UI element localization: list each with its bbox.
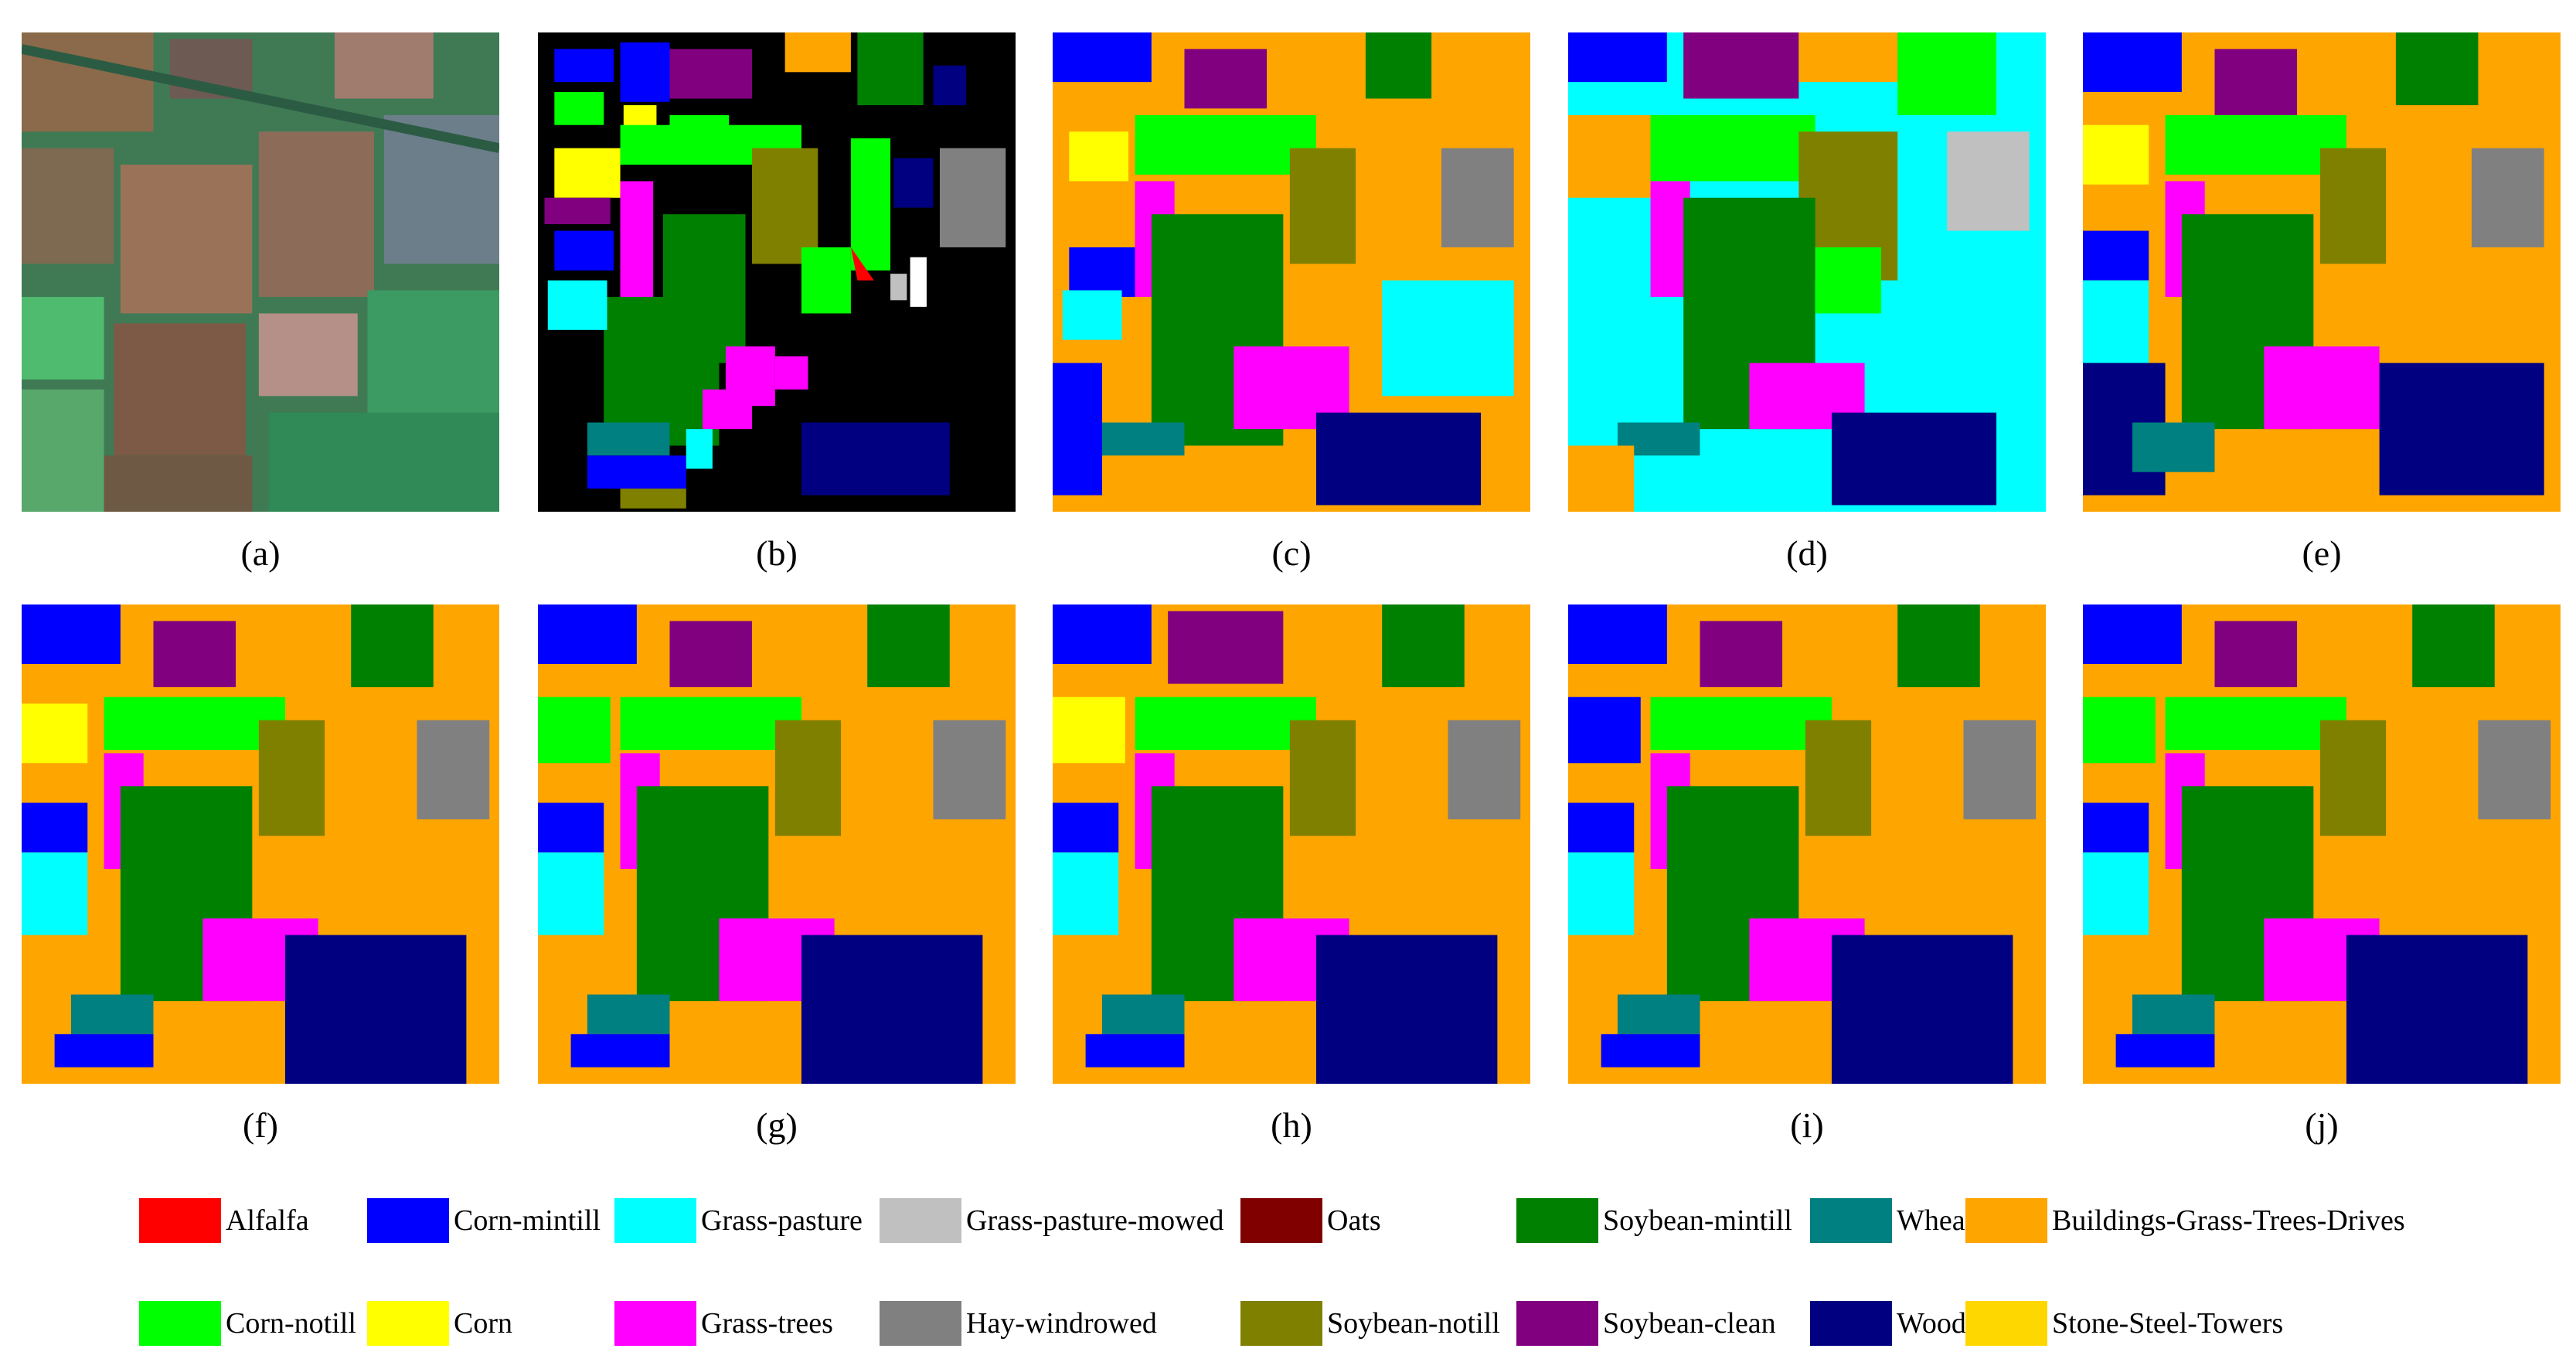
legend-item-corn-mintill: Corn-mintill bbox=[367, 1196, 601, 1245]
legend-item-buildings-grass-trees-drives: Buildings-Grass-Trees-Drives bbox=[1965, 1196, 2405, 1245]
legend-item-wheat: Wheat bbox=[1810, 1196, 1973, 1245]
panel-g-classification-map bbox=[538, 604, 1016, 1084]
legend-swatch bbox=[614, 1198, 696, 1243]
legend-label: Soybean-mintill bbox=[1603, 1204, 1792, 1237]
legend-label: Grass-pasture-mowed bbox=[966, 1204, 1224, 1237]
caption-d: (d) bbox=[1786, 533, 1828, 573]
classification-map-g bbox=[538, 604, 1016, 1084]
legend-swatch bbox=[880, 1301, 961, 1346]
legend-swatch bbox=[1965, 1301, 2047, 1346]
legend-label: Hay-windrowed bbox=[966, 1307, 1157, 1340]
legend-label: Soybean-clean bbox=[1603, 1307, 1776, 1340]
caption-i: (i) bbox=[1790, 1105, 1824, 1145]
legend-swatch bbox=[139, 1198, 221, 1243]
classification-map-i bbox=[1568, 604, 2046, 1084]
panel-j-classification-map bbox=[2083, 604, 2561, 1084]
legend-label: Corn bbox=[454, 1307, 512, 1340]
legend-item-alfalfa: Alfalfa bbox=[139, 1196, 309, 1245]
legend-swatch bbox=[1240, 1198, 1322, 1243]
legend-label: Buildings-Grass-Trees-Drives bbox=[2052, 1204, 2405, 1237]
legend-label: Corn-mintill bbox=[454, 1204, 601, 1237]
classification-map-f bbox=[22, 604, 499, 1084]
legend-item-corn-notill: Corn-notill bbox=[139, 1299, 356, 1348]
legend-swatch bbox=[367, 1198, 449, 1243]
classification-map-h bbox=[1053, 604, 1530, 1084]
panel-b-ground-truth bbox=[538, 32, 1016, 512]
legend-swatch bbox=[1965, 1198, 2047, 1243]
caption-b: (b) bbox=[756, 533, 798, 573]
legend-swatch bbox=[614, 1301, 696, 1346]
legend-swatch bbox=[139, 1301, 221, 1346]
classification-map-d bbox=[1568, 32, 2046, 512]
caption-h: (h) bbox=[1271, 1105, 1312, 1145]
legend-label: Oats bbox=[1327, 1204, 1381, 1237]
panel-e-classification-map bbox=[2083, 32, 2561, 512]
legend-label: Grass-pasture bbox=[701, 1204, 863, 1237]
panel-d-classification-map bbox=[1568, 32, 2046, 512]
legend-swatch bbox=[1810, 1301, 1892, 1346]
legend-label: Soybean-notill bbox=[1327, 1307, 1500, 1340]
caption-e: (e) bbox=[2302, 533, 2342, 573]
legend-label: Alfalfa bbox=[226, 1204, 309, 1237]
legend-item-grass-trees: Grass-trees bbox=[614, 1299, 833, 1348]
legend-item-grass-pasture-mowed: Grass-pasture-mowed bbox=[880, 1196, 1223, 1245]
classification-map-e bbox=[2083, 32, 2561, 512]
caption-j: (j) bbox=[2305, 1105, 2339, 1145]
legend-item-soybean-notill: Soybean-notill bbox=[1240, 1299, 1500, 1348]
legend-item-soybean-clean: Soybean-clean bbox=[1516, 1299, 1776, 1348]
legend-item-woods: Woods bbox=[1810, 1299, 1978, 1348]
caption-g: (g) bbox=[756, 1105, 798, 1145]
caption-c: (c) bbox=[1271, 533, 1312, 573]
panel-c-classification-map bbox=[1053, 32, 1530, 512]
legend-label: Grass-trees bbox=[701, 1307, 833, 1340]
legend-swatch bbox=[1516, 1198, 1598, 1243]
legend-swatch bbox=[1516, 1301, 1598, 1346]
legend-label: Wheat bbox=[1897, 1204, 1974, 1237]
caption-f: (f) bbox=[243, 1105, 278, 1145]
legend-label: Woods bbox=[1897, 1307, 1978, 1340]
legend-item-stone-steel-towers: Stone-Steel-Towers bbox=[1965, 1299, 2283, 1348]
legend-item-soybean-mintill: Soybean-mintill bbox=[1516, 1196, 1792, 1245]
legend-swatch bbox=[367, 1301, 449, 1346]
legend-label: Stone-Steel-Towers bbox=[2052, 1307, 2284, 1340]
panel-a-rgb-image bbox=[22, 32, 499, 512]
classification-map-c bbox=[1053, 32, 1530, 512]
legend-swatch bbox=[1240, 1301, 1322, 1346]
legend-item-oats: Oats bbox=[1240, 1196, 1381, 1245]
legend-item-corn: Corn bbox=[367, 1299, 512, 1348]
ground-truth-map bbox=[538, 32, 1016, 512]
classification-map-j bbox=[2083, 604, 2561, 1084]
legend-swatch bbox=[1810, 1198, 1892, 1243]
panel-f-classification-map bbox=[22, 604, 499, 1084]
legend-item-hay-windrowed: Hay-windrowed bbox=[880, 1299, 1157, 1348]
legend-label: Corn-notill bbox=[226, 1307, 356, 1340]
rgb-composite-image bbox=[22, 32, 499, 512]
legend-swatch bbox=[880, 1198, 961, 1243]
legend-item-grass-pasture: Grass-pasture bbox=[614, 1196, 863, 1245]
panel-i-classification-map bbox=[1568, 604, 2046, 1084]
caption-a: (a) bbox=[240, 533, 281, 573]
panel-h-classification-map bbox=[1053, 604, 1530, 1084]
